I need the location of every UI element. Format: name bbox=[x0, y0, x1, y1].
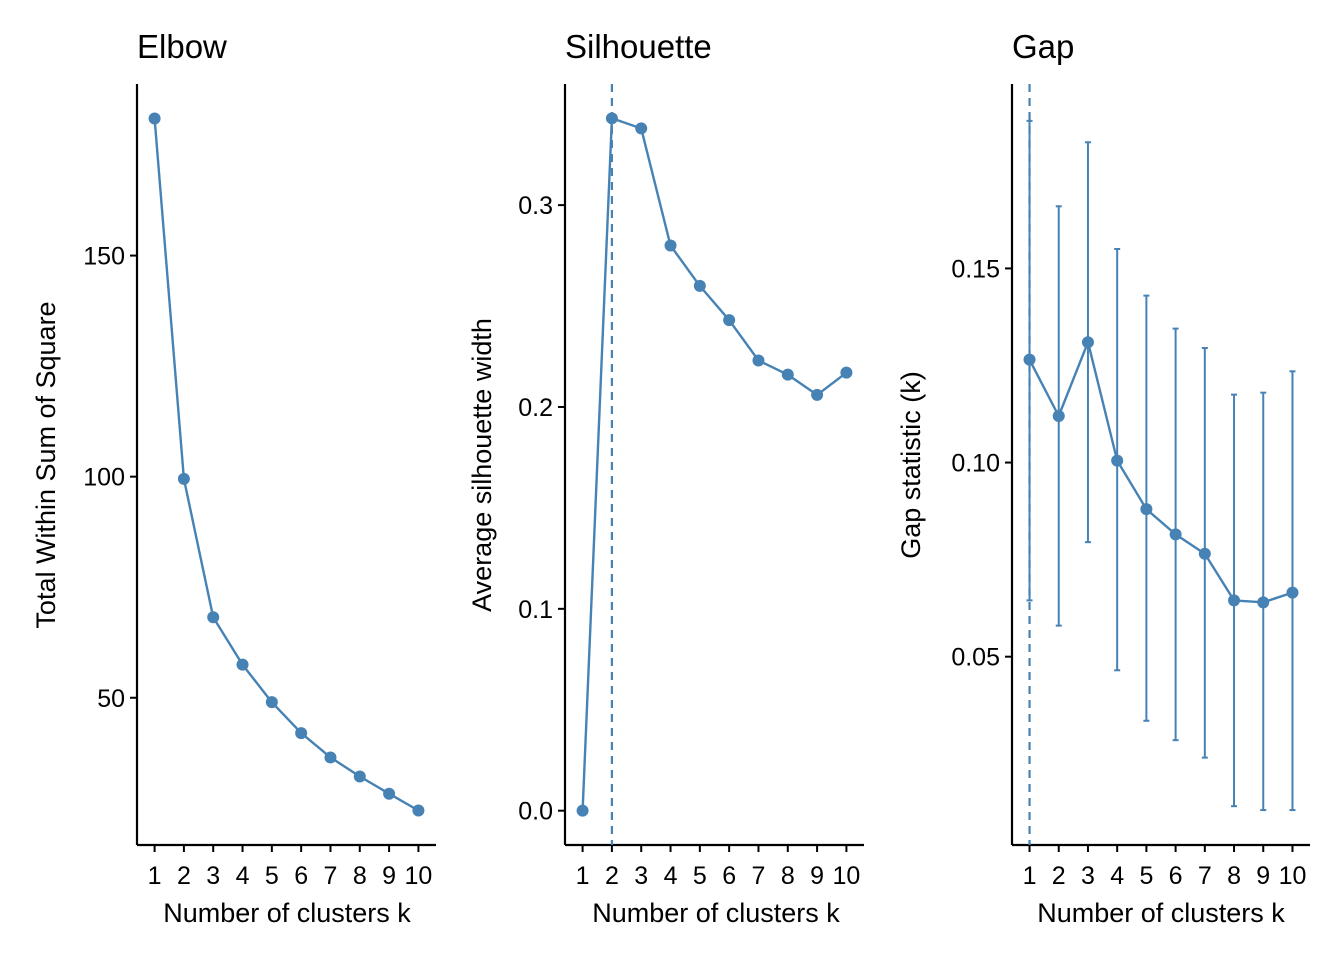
elbow-data-point bbox=[383, 787, 396, 800]
silhouette-x-axis-title: Number of clusters k bbox=[592, 898, 840, 928]
silhouette-x-tick-label: 1 bbox=[576, 862, 590, 890]
elbow-x-tick-label: 4 bbox=[236, 862, 250, 890]
silhouette-data-point bbox=[811, 388, 824, 401]
silhouette-x-tick-label: 3 bbox=[634, 862, 648, 890]
elbow-y-axis-title: Total Within Sum of Square bbox=[31, 301, 61, 628]
elbow-data-point bbox=[353, 770, 366, 783]
gap-panel: Gap Number of clusters k Gap statistic (… bbox=[896, 28, 1310, 928]
elbow-x-tick-label: 1 bbox=[148, 862, 162, 890]
silhouette-x-tick-label: 8 bbox=[781, 862, 795, 890]
elbow-x-tick-label: 8 bbox=[353, 862, 367, 890]
silhouette-data-point bbox=[664, 239, 677, 252]
gap-x-tick-label: 9 bbox=[1256, 862, 1270, 890]
silhouette-data-point bbox=[752, 354, 765, 367]
elbow-x-tick-label: 5 bbox=[265, 862, 279, 890]
gap-data-point bbox=[1023, 353, 1036, 366]
silhouette-y-axis-title: Average silhouette width bbox=[467, 318, 497, 612]
gap-y-tick-label: 0.10 bbox=[951, 450, 1000, 478]
elbow-series-line bbox=[153, 118, 419, 812]
gap-data-point bbox=[1081, 336, 1094, 349]
gap-data-point bbox=[1140, 503, 1153, 516]
gap-data-point bbox=[1111, 454, 1124, 467]
gap-data-point bbox=[1198, 547, 1211, 560]
gap-x-tick-label: 4 bbox=[1110, 862, 1124, 890]
gap-data-point bbox=[1052, 409, 1065, 422]
elbow-panel: Elbow Number of clusters k Total Within … bbox=[31, 28, 436, 928]
elbow-data-point bbox=[324, 751, 337, 764]
gap-x-tick-label: 2 bbox=[1052, 862, 1066, 890]
silhouette-x-tick-label: 2 bbox=[605, 862, 619, 890]
elbow-x-tick-label: 6 bbox=[294, 862, 308, 890]
silhouette-data-point bbox=[781, 368, 794, 381]
elbow-x-tick-label: 2 bbox=[177, 862, 191, 890]
gap-title: Gap bbox=[1012, 28, 1074, 65]
elbow-y-tick-label: 100 bbox=[83, 464, 125, 492]
silhouette-x-tick-label: 7 bbox=[752, 862, 766, 890]
elbow-data-point bbox=[148, 112, 161, 125]
elbow-y-tick-label: 150 bbox=[83, 243, 125, 271]
gap-x-tick-label: 7 bbox=[1198, 862, 1212, 890]
silhouette-x-tick-label: 4 bbox=[664, 862, 678, 890]
silhouette-x-tick-label: 9 bbox=[810, 862, 824, 890]
gap-data-point bbox=[1228, 594, 1241, 607]
gap-y-tick-label: 0.05 bbox=[951, 644, 1000, 672]
elbow-x-tick-label: 10 bbox=[405, 862, 433, 890]
elbow-data-point bbox=[295, 727, 308, 740]
silhouette-x-tick-label: 6 bbox=[722, 862, 736, 890]
elbow-data-point bbox=[236, 658, 249, 671]
gap-x-tick-label: 1 bbox=[1023, 862, 1037, 890]
elbow-y-tick-label: 50 bbox=[97, 685, 125, 713]
silhouette-series-line bbox=[581, 117, 848, 811]
gap-x-tick-label: 5 bbox=[1139, 862, 1153, 890]
elbow-data-point bbox=[412, 804, 425, 817]
elbow-x-tick-label: 7 bbox=[324, 862, 338, 890]
silhouette-data-point bbox=[576, 804, 589, 817]
elbow-data-point bbox=[177, 472, 190, 485]
gap-series-line bbox=[1028, 341, 1293, 604]
gap-x-axis-title: Number of clusters k bbox=[1037, 898, 1285, 928]
gap-data-point bbox=[1169, 528, 1182, 541]
elbow-x-tick-label: 3 bbox=[206, 862, 220, 890]
silhouette-title: Silhouette bbox=[565, 28, 712, 65]
elbow-data-point bbox=[207, 611, 220, 624]
gap-y-tick-label: 0.15 bbox=[951, 255, 1000, 283]
silhouette-panel: Silhouette Number of clusters k Average … bbox=[467, 28, 864, 928]
elbow-data-point bbox=[265, 696, 278, 709]
elbow-x-axis-title: Number of clusters k bbox=[163, 898, 411, 928]
elbow-title: Elbow bbox=[137, 28, 227, 65]
silhouette-y-tick-label: 0.2 bbox=[518, 394, 553, 422]
gap-x-tick-label: 8 bbox=[1227, 862, 1241, 890]
silhouette-x-tick-label: 10 bbox=[833, 862, 861, 890]
gap-data-point bbox=[1257, 596, 1270, 609]
gap-y-axis-title: Gap statistic (k) bbox=[896, 371, 926, 559]
silhouette-data-point bbox=[605, 112, 618, 125]
gap-x-tick-label: 10 bbox=[1279, 862, 1307, 890]
silhouette-y-tick-label: 0.0 bbox=[518, 798, 553, 826]
silhouette-data-point bbox=[723, 314, 736, 327]
gap-x-tick-label: 6 bbox=[1169, 862, 1183, 890]
elbow-x-tick-label: 9 bbox=[382, 862, 396, 890]
silhouette-data-point bbox=[840, 366, 853, 379]
silhouette-y-tick-label: 0.3 bbox=[518, 192, 553, 220]
silhouette-data-point bbox=[693, 279, 706, 292]
gap-x-tick-label: 3 bbox=[1081, 862, 1095, 890]
gap-data-point bbox=[1286, 586, 1299, 599]
silhouette-data-point bbox=[635, 122, 648, 135]
silhouette-x-tick-label: 5 bbox=[693, 862, 707, 890]
silhouette-y-tick-label: 0.1 bbox=[518, 596, 553, 624]
